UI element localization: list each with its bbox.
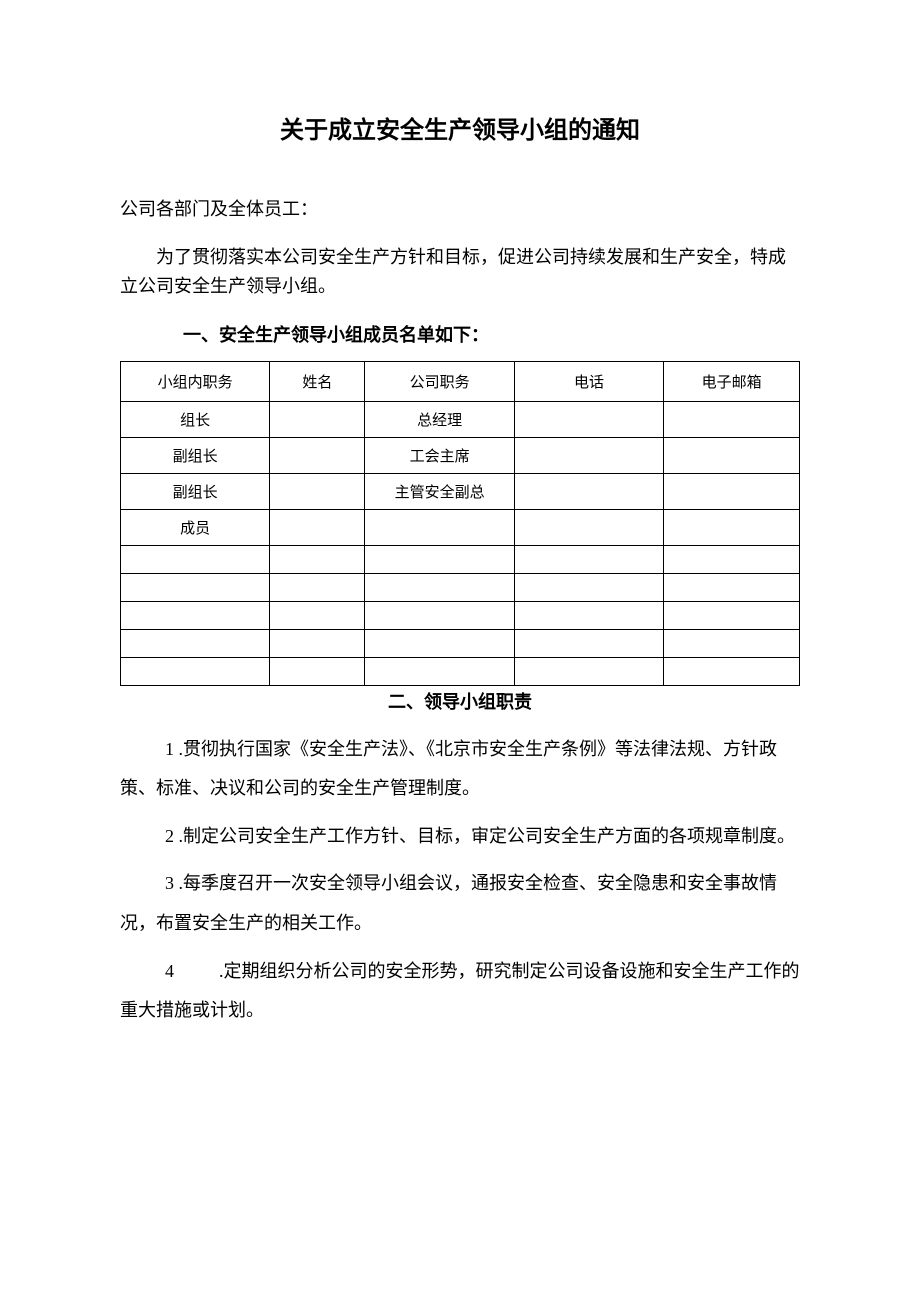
table-cell (270, 509, 365, 545)
members-table: 小组内职务 姓名 公司职务 电话 电子邮箱 组长总经理副组长工会主席副组长主管安… (120, 361, 800, 686)
table-cell (365, 509, 514, 545)
table-header-row: 小组内职务 姓名 公司职务 电话 电子邮箱 (121, 361, 800, 401)
table-cell (664, 629, 800, 657)
table-cell (365, 573, 514, 601)
table-cell: 工会主席 (365, 437, 514, 473)
table-cell (514, 473, 663, 509)
table-cell (121, 545, 270, 573)
table-cell (365, 629, 514, 657)
table-cell: 主管安全副总 (365, 473, 514, 509)
table-cell (664, 601, 800, 629)
duty-item: 1 .贯彻执行国家《安全生产法》、《北京市安全生产条例》等法律法规、方针政策、标… (120, 730, 800, 809)
table-cell (514, 437, 663, 473)
document-title: 关于成立安全生产领导小组的通知 (120, 110, 800, 145)
table-cell (514, 401, 663, 437)
table-cell: 副组长 (121, 473, 270, 509)
table-row (121, 601, 800, 629)
table-cell (270, 545, 365, 573)
table-header-cell: 电话 (514, 361, 663, 401)
table-row: 成员 (121, 509, 800, 545)
intro-paragraph: 为了贯彻落实本公司安全生产方针和目标，促进公司持续发展和生产安全，特成立公司安全… (120, 243, 800, 301)
table-row: 组长 总经理 (121, 401, 800, 437)
table-header-cell: 小组内职务 (121, 361, 270, 401)
table-cell: 成员 (121, 509, 270, 545)
section-1-heading: 一、安全生产领导小组成员名单如下： (120, 321, 800, 347)
table-row (121, 629, 800, 657)
table-cell (514, 573, 663, 601)
addressee-line: 公司各部门及全体员工： (120, 195, 800, 221)
table-cell (664, 437, 800, 473)
table-cell (514, 601, 663, 629)
table-row (121, 545, 800, 573)
duty-item-text: .定期组织分析公司的安全形势，研究制定公司设备设施和安全生产工作的重大措施或计划… (120, 961, 800, 1021)
table-row: 副组长 工会主席 (121, 437, 800, 473)
table-cell: 副组长 (121, 437, 270, 473)
table-cell (121, 629, 270, 657)
table-header-cell: 电子邮箱 (664, 361, 800, 401)
table-cell (664, 401, 800, 437)
table-cell (121, 601, 270, 629)
table-cell (365, 545, 514, 573)
section-2-heading: 二、领导小组职责 (120, 688, 800, 714)
table-cell (514, 629, 663, 657)
table-row (121, 657, 800, 685)
table-cell (270, 573, 365, 601)
table-cell (664, 509, 800, 545)
table-cell (270, 601, 365, 629)
table-header-cell: 姓名 (270, 361, 365, 401)
table-cell (365, 657, 514, 685)
table-header-cell: 公司职务 (365, 361, 514, 401)
table-cell (514, 509, 663, 545)
table-cell (121, 657, 270, 685)
table-cell (514, 657, 663, 685)
table-cell (270, 473, 365, 509)
table-row (121, 573, 800, 601)
duty-item: 2 .制定公司安全生产工作方针、目标，审定公司安全生产方面的各项规章制度。 (120, 817, 800, 857)
duty-item: 3 .每季度召开一次安全领导小组会议，通报安全检查、安全隐患和安全事故情况，布置… (120, 864, 800, 943)
table-cell: 组长 (121, 401, 270, 437)
table-body: 组长总经理副组长工会主席副组长主管安全副总成员 (121, 401, 800, 685)
duty-item: 4.定期组织分析公司的安全形势，研究制定公司设备设施和安全生产工作的重大措施或计… (120, 952, 800, 1031)
table-cell (270, 629, 365, 657)
table-row: 副组长 主管安全副总 (121, 473, 800, 509)
table-cell (664, 573, 800, 601)
table-cell (365, 601, 514, 629)
table-cell (514, 545, 663, 573)
table-cell (270, 401, 365, 437)
table-cell (664, 545, 800, 573)
table-cell: 总经理 (365, 401, 514, 437)
duty-item-number: 4 (165, 952, 174, 992)
table-cell (270, 657, 365, 685)
table-cell (664, 473, 800, 509)
table-cell (121, 573, 270, 601)
table-cell (664, 657, 800, 685)
table-cell (270, 437, 365, 473)
